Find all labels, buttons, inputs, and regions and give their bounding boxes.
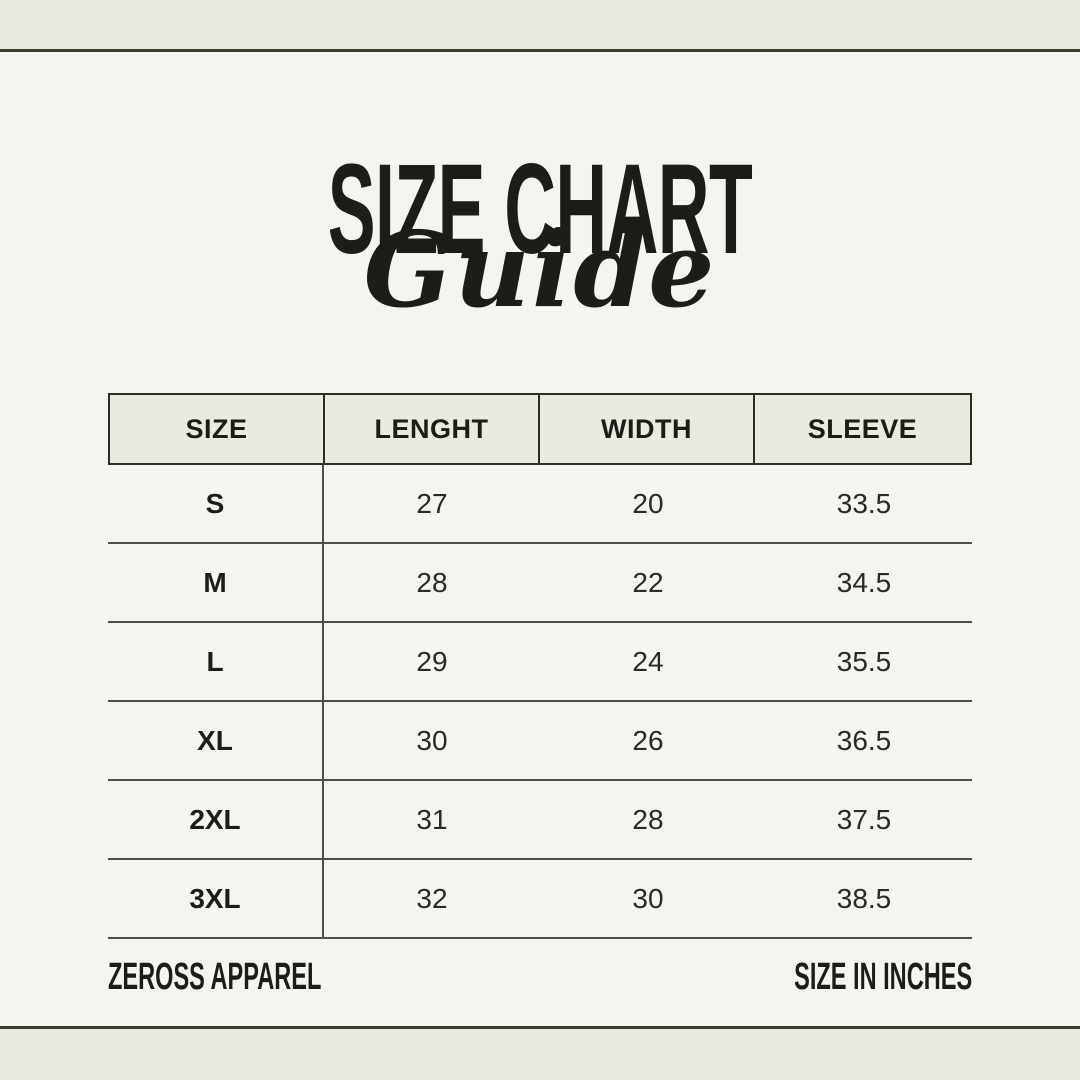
sleeve-cell: 35.5 — [836, 645, 892, 677]
sleeve-cell: 36.5 — [836, 724, 892, 756]
bottom-band — [0, 1026, 1080, 1080]
header-cell-width: WIDTH — [540, 395, 755, 463]
units-label: SIZE IN INCHES — [793, 955, 972, 998]
size-cell: S — [108, 465, 324, 542]
table-header-row: SIZE LENGHT WIDTH SLEEVE — [108, 393, 972, 465]
header-cell-sleeve: SLEEVE — [807, 413, 918, 444]
width-cell: 28 — [632, 803, 664, 835]
size-table: SIZE LENGHT WIDTH SLEEVE S 27 20 33.5 M … — [108, 393, 972, 939]
sleeve-cell: 33.5 — [836, 487, 892, 519]
brand-label: ZEROSS APPAREL — [108, 955, 322, 998]
table-row: L 29 24 35.5 — [108, 623, 972, 702]
table-row: M 28 22 34.5 — [108, 544, 972, 623]
width-cell: 22 — [632, 566, 664, 598]
length-cell: 29 — [416, 645, 448, 677]
page-title: SIZE CHART — [0, 146, 1080, 274]
size-cell: XL — [108, 702, 324, 779]
size-cell: M — [108, 544, 324, 621]
table-row: 3XL 32 30 38.5 — [108, 860, 972, 939]
table-row: S 27 20 33.5 — [108, 465, 972, 544]
top-band — [0, 0, 1080, 52]
sleeve-cell: 38.5 — [836, 882, 892, 914]
size-cell: 3XL — [108, 860, 324, 937]
width-cell: 26 — [632, 724, 664, 756]
title-main-text: SIZE CHART — [327, 138, 753, 281]
sleeve-cell: 34.5 — [836, 566, 892, 598]
sleeve-cell: 37.5 — [836, 803, 892, 835]
header-cell-length: LENGHT — [325, 395, 540, 463]
size-cell: L — [108, 623, 324, 700]
header-cell-size: SIZE — [110, 395, 325, 463]
length-cell: 27 — [416, 487, 448, 519]
length-cell: 30 — [416, 724, 448, 756]
footer: ZEROSS APPAREL SIZE IN INCHES — [108, 956, 972, 998]
width-cell: 30 — [632, 882, 664, 914]
length-cell: 31 — [416, 803, 448, 835]
width-cell: 24 — [632, 645, 664, 677]
table-body: S 27 20 33.5 M 28 22 34.5 L 29 24 35.5 X… — [108, 465, 972, 939]
size-cell: 2XL — [108, 781, 324, 858]
table-row: 2XL 31 28 37.5 — [108, 781, 972, 860]
length-cell: 32 — [416, 882, 448, 914]
width-cell: 20 — [632, 487, 664, 519]
table-row: XL 30 26 36.5 — [108, 702, 972, 781]
length-cell: 28 — [416, 566, 448, 598]
